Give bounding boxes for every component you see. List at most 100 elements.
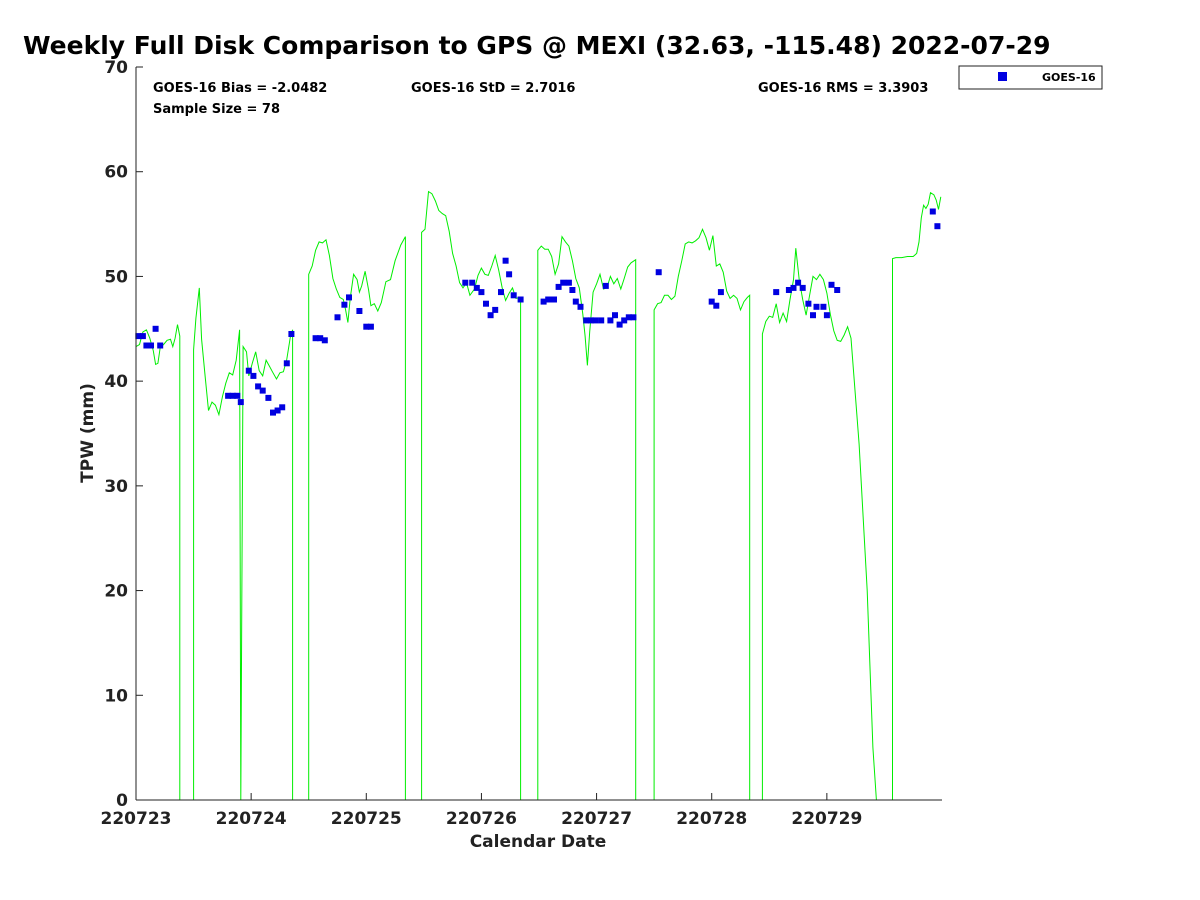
goes16-point <box>805 300 812 307</box>
goes16-point <box>592 317 599 324</box>
goes16-point <box>334 314 341 321</box>
goes16-point <box>462 279 469 286</box>
goes16-point <box>799 284 806 291</box>
goes16-point <box>834 287 841 293</box>
goes16-point <box>545 296 552 303</box>
stat-rms: GOES-16 RMS = 3.3903 <box>758 81 928 96</box>
goes16-point <box>279 404 286 411</box>
goes16-point <box>577 303 584 310</box>
goes16-point <box>630 314 637 321</box>
goes16-point <box>560 279 567 286</box>
goes16-point <box>717 289 724 296</box>
goes16-point <box>934 223 941 230</box>
goes16-point <box>498 289 504 296</box>
y-tick-label: 30 <box>104 477 128 497</box>
goes16-point <box>621 317 628 324</box>
y-tick-label: 0 <box>116 791 128 811</box>
x-tick-label: 220723 <box>101 809 172 829</box>
stat-std: GOES-16 StD = 2.7016 <box>411 81 575 96</box>
goes16-point <box>143 342 150 349</box>
legend-marker-goes16 <box>998 72 1007 81</box>
goes16-point <box>483 300 489 307</box>
goes16-point <box>312 335 319 342</box>
gps-series-line <box>136 190 942 800</box>
goes16-point <box>367 323 374 330</box>
goes16-point <box>469 279 476 286</box>
goes16-point <box>152 325 159 332</box>
goes16-point <box>583 317 590 324</box>
goes16-point <box>713 302 720 309</box>
goes16-point <box>929 208 936 215</box>
x-tick-label: 220724 <box>216 809 287 829</box>
goes16-point <box>492 306 499 313</box>
goes16-point <box>810 312 816 319</box>
y-tick-label: 50 <box>104 267 128 287</box>
goes16-point <box>157 342 164 349</box>
goes16-point <box>506 271 513 278</box>
goes16-point <box>569 287 576 293</box>
x-tick-label: 220729 <box>791 809 862 829</box>
goes16-point <box>587 317 594 324</box>
goes16-point <box>135 333 142 340</box>
goes16-point <box>828 281 835 288</box>
legend-box <box>958 65 1103 90</box>
chart-title: Weekly Full Disk Comparison to GPS @ MEX… <box>23 31 1051 60</box>
y-tick-label: 60 <box>104 163 128 183</box>
goes16-point <box>473 284 480 291</box>
goes16-point <box>540 298 547 305</box>
goes16-point <box>139 333 146 340</box>
goes16-point <box>225 392 232 399</box>
goes16-point <box>555 283 562 290</box>
goes16-point <box>820 303 827 310</box>
goes16-point <box>785 287 792 293</box>
y-axis-label: TPW (mm) <box>78 383 98 483</box>
goes16-point <box>813 303 820 310</box>
goes16-point <box>598 317 605 324</box>
goes16-point <box>487 312 494 319</box>
goes16-point <box>795 279 802 286</box>
goes16-point <box>823 312 830 319</box>
goes16-point <box>790 284 797 291</box>
goes16-point <box>245 367 252 374</box>
y-tick-label: 40 <box>104 372 128 392</box>
goes16-point <box>616 321 623 328</box>
goes16-point <box>250 372 257 379</box>
stat-bias: GOES-16 Bias = -2.0482 <box>153 81 327 96</box>
goes16-point <box>288 331 295 337</box>
y-tick-label: 20 <box>104 582 128 602</box>
goes16-point <box>612 312 618 319</box>
goes16-point <box>283 360 290 367</box>
legend: GOES-16 <box>958 65 1103 90</box>
goes16-point <box>625 314 632 321</box>
goes16-point <box>265 394 272 401</box>
goes16-point <box>607 317 614 324</box>
goes16-point <box>341 301 348 308</box>
goes16-point <box>321 337 328 344</box>
goes16-point <box>229 392 236 399</box>
y-tick-label: 10 <box>104 686 128 706</box>
x-tick-label: 220726 <box>446 809 517 829</box>
goes16-point <box>356 308 363 314</box>
goes16-point <box>510 292 517 299</box>
goes16-point <box>478 289 485 296</box>
x-tick-label: 220727 <box>561 809 632 829</box>
goes16-point <box>317 335 324 342</box>
goes16-point <box>551 296 557 303</box>
y-tick-label: 70 <box>104 58 128 78</box>
goes16-point <box>655 269 662 276</box>
goes16-point <box>237 399 244 406</box>
x-axis-label: Calendar Date <box>470 832 607 852</box>
goes16-point <box>565 279 572 286</box>
goes16-point <box>363 323 370 330</box>
goes16-point <box>274 407 281 414</box>
legend-label-goes16: GOES-16 <box>1042 71 1096 84</box>
goes16-point <box>572 298 579 305</box>
goes16-point <box>270 409 276 416</box>
goes16-point <box>255 383 262 390</box>
goes16-point <box>773 289 780 296</box>
goes16-point <box>517 296 524 303</box>
goes16-point <box>602 282 609 289</box>
goes16-point <box>234 392 241 399</box>
goes16-point <box>346 294 352 301</box>
